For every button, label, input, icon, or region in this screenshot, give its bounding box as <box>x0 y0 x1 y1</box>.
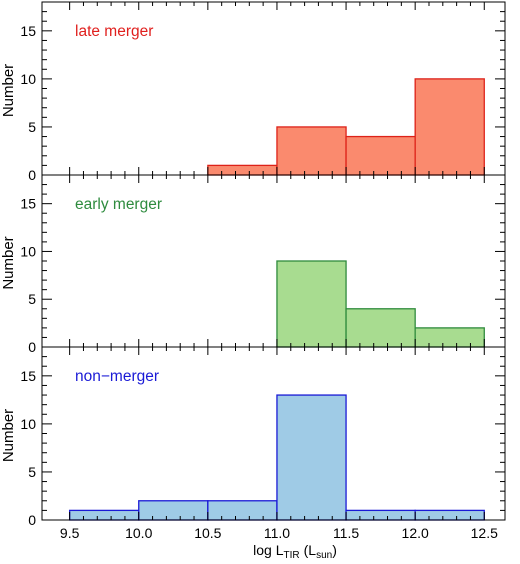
y-axis-label: Number <box>0 409 17 462</box>
x-tick-label: 9.5 <box>60 525 80 541</box>
y-tick-label: 0 <box>28 167 36 183</box>
histogram-bar <box>276 394 347 521</box>
x-tick-label: 11.5 <box>333 525 359 541</box>
x-axis-label-unit-sub: sun <box>316 550 332 561</box>
x-tick-label: 12.0 <box>402 525 429 541</box>
x-axis-label-sub: TIR <box>284 550 300 561</box>
x-axis-label-unit-close: ) <box>332 542 337 558</box>
x-axis: log LTIR (Lsun) 9.5 10.0 10.5 11.0 11.5 12.0 12… <box>60 525 498 561</box>
histogram-bar <box>207 164 278 176</box>
histogram-bar <box>345 308 416 348</box>
y-axis-label: Number <box>0 236 17 289</box>
y-tick-label: 10 <box>20 416 36 432</box>
x-axis-label: log LTIR (Lsun) <box>253 542 337 561</box>
histogram-bar <box>276 260 347 348</box>
x-tick-label: 12.5 <box>471 525 498 541</box>
y-tick-label: 10 <box>20 71 36 87</box>
histogram-panel-3: 0 5 10 15 Number non−merger <box>0 346 506 528</box>
y-tick-label: 15 <box>20 196 36 212</box>
y-tick-label: 0 <box>28 339 36 355</box>
histogram-bar <box>345 509 416 521</box>
x-axis-label-main: log L <box>253 542 284 558</box>
histogram-panel-1: 0 5 10 15 Number late merger <box>0 1 506 183</box>
histogram-panel-2: 0 5 10 15 Number early merger <box>0 174 506 355</box>
y-tick-label: 10 <box>20 243 36 259</box>
y-tick-label: 5 <box>28 464 36 480</box>
histogram-bar <box>138 500 209 521</box>
x-tick-label: 10.5 <box>194 525 221 541</box>
histogram-bar <box>345 135 416 176</box>
histogram-bar <box>414 78 485 176</box>
x-tick-label: 11.0 <box>264 525 290 541</box>
panel-label: non−merger <box>75 368 159 385</box>
panel-label: late merger <box>75 23 153 40</box>
x-tick-label: 10.0 <box>125 525 152 541</box>
y-tick-label: 5 <box>28 291 36 307</box>
y-tick-label: 5 <box>28 119 36 135</box>
x-axis-label-unit-open: (L <box>304 542 317 558</box>
y-tick-label: 15 <box>20 368 36 384</box>
histogram-bar <box>68 509 140 521</box>
y-tick-label: 15 <box>20 23 36 39</box>
histogram-bar <box>414 327 485 348</box>
panel-label: early merger <box>75 196 162 213</box>
histogram-bar <box>414 509 485 521</box>
histogram-bar <box>276 126 347 176</box>
y-axis-label: Number <box>0 64 17 117</box>
histogram-bar <box>207 500 278 521</box>
y-tick-label: 0 <box>28 512 36 528</box>
